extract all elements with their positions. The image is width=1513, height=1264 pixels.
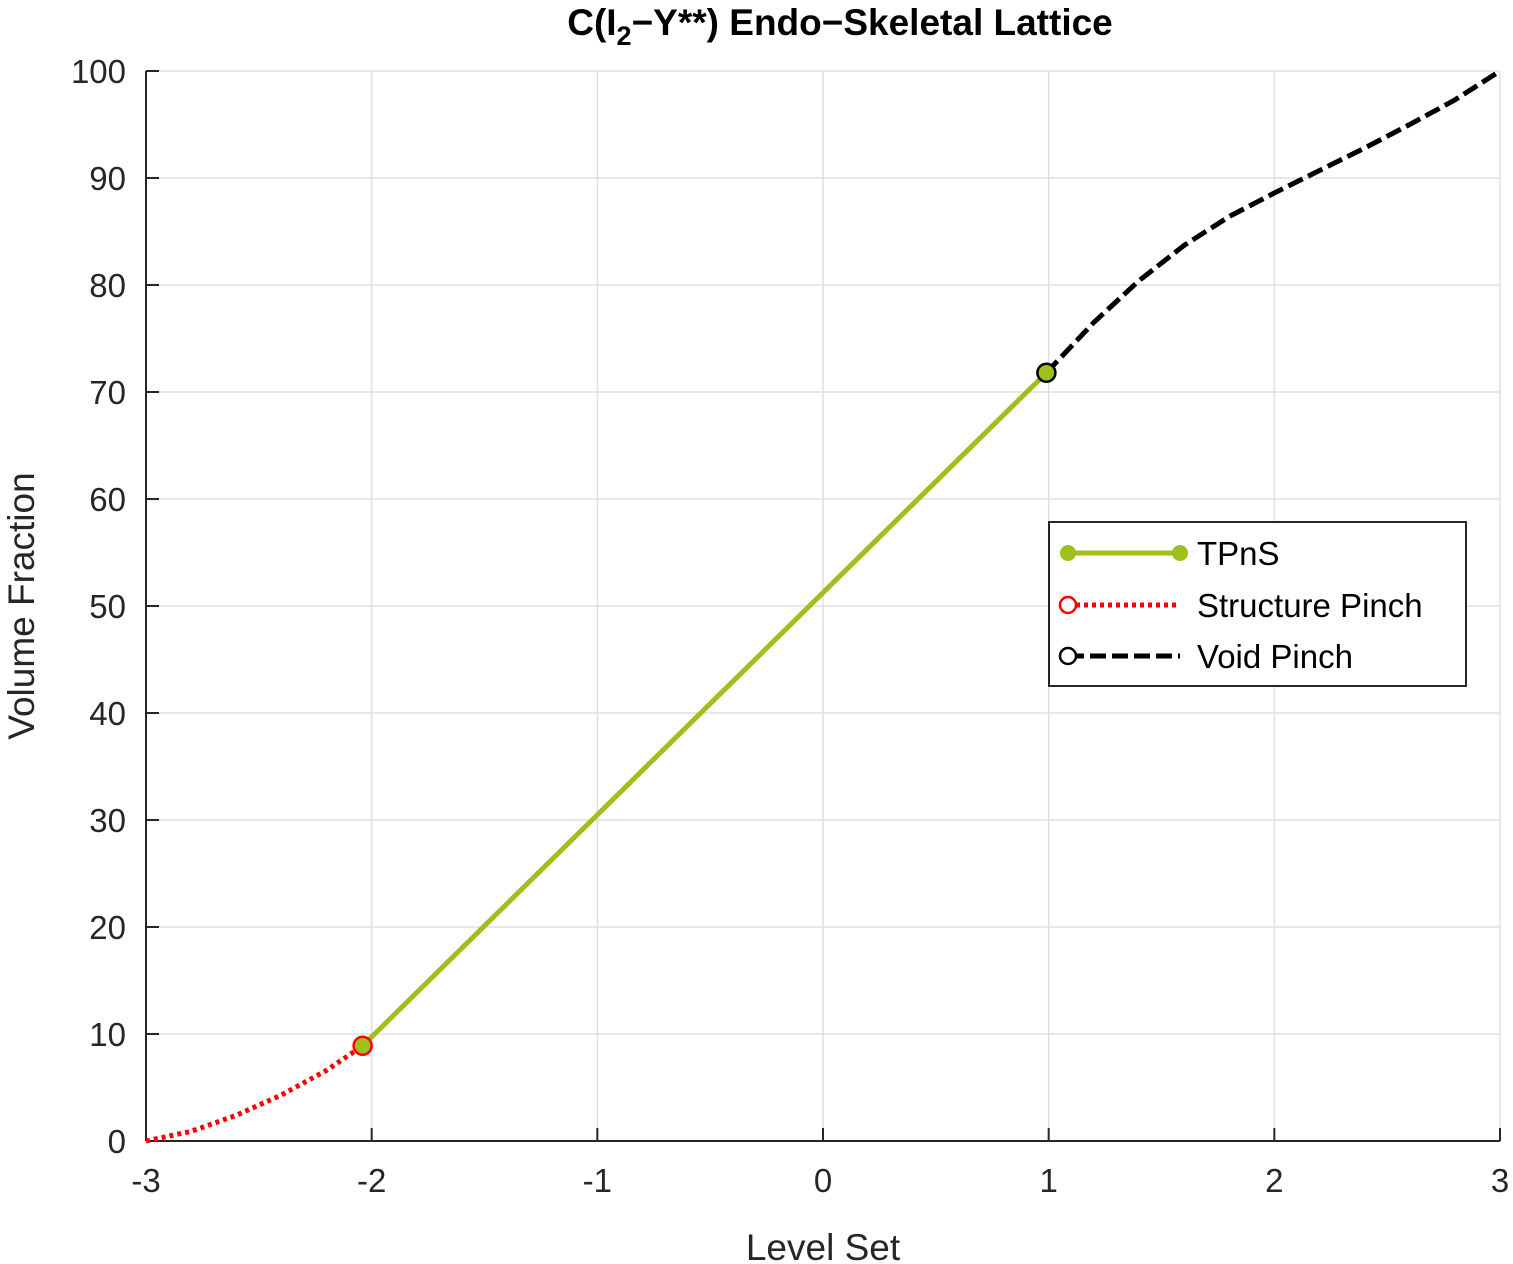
legend-label-void-pinch: Void Pinch (1197, 638, 1353, 675)
y-tick-label: 100 (71, 53, 126, 90)
title-subscript: 2 (617, 21, 632, 51)
x-tick-label: 2 (1265, 1162, 1283, 1199)
legend-marker-void-pinch (1058, 646, 1078, 666)
chart-title: C(I2−Y**) Endo−Skeletal Lattice (567, 2, 1113, 51)
y-tick-label: 10 (89, 1016, 126, 1053)
x-tick-label: 1 (1039, 1162, 1057, 1199)
title-prefix: C(I (567, 2, 616, 43)
series-line-void-pinch (1044, 68, 1502, 375)
data-point (352, 1035, 373, 1057)
legend-marker-structure-pinch (1058, 595, 1078, 615)
legend-marker-tpns-end (1172, 545, 1188, 561)
transition-points (352, 362, 1057, 1057)
legend-label-tpns: TPnS (1197, 535, 1280, 572)
legend-entry-tpns: TPnS (1060, 535, 1280, 572)
y-tick-label: 80 (89, 267, 126, 304)
data-point (1036, 362, 1057, 383)
series-group (145, 68, 1502, 1144)
series-line-tpns (360, 370, 1049, 1048)
x-tick-label: 0 (814, 1162, 832, 1199)
x-tick-label: -1 (583, 1162, 612, 1199)
y-tick-label: 90 (89, 160, 126, 197)
y-tick-label: 0 (108, 1123, 126, 1160)
x-tick-label: -2 (357, 1162, 386, 1199)
y-tick-label: 60 (89, 481, 126, 518)
y-tick-label: 30 (89, 802, 126, 839)
y-tick-label: 70 (89, 374, 126, 411)
legend: TPnS Structure Pinch Void Pinch (1048, 521, 1467, 687)
y-tick-label: 20 (89, 909, 126, 946)
y-tick-label: 40 (89, 695, 126, 732)
x-tick-label: 3 (1491, 1162, 1509, 1199)
title-suffix: −Y**) Endo−Skeletal Lattice (632, 2, 1113, 43)
x-tick-label: -3 (131, 1162, 160, 1199)
legend-entry-void-pinch: Void Pinch (1058, 638, 1353, 675)
y-axis-label: Volume Fraction (1, 472, 42, 739)
legend-marker-tpns-start (1060, 545, 1076, 561)
x-axis-label: Level Set (746, 1227, 901, 1264)
legend-entry-structure-pinch: Structure Pinch (1058, 587, 1423, 624)
legend-label-structure-pinch: Structure Pinch (1197, 587, 1423, 624)
y-tick-label: 50 (89, 588, 126, 625)
series-line-structure-pinch (145, 1043, 365, 1144)
